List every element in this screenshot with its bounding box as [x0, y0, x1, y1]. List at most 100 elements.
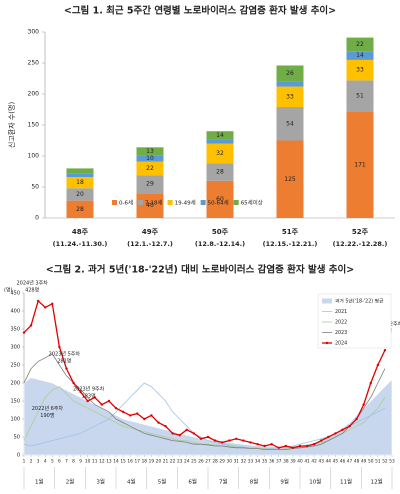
marker [36, 299, 40, 303]
data-label: 125 [284, 176, 296, 183]
data-label: 40 [146, 202, 154, 209]
data-label: 22 [356, 41, 364, 48]
data-label: 32 [216, 150, 224, 157]
x-tick-label: 51주 [282, 228, 299, 236]
x-tick-note: (11.24.-11.30.) [53, 240, 108, 248]
x-tick-label: 3 [37, 459, 40, 465]
annotation: 428명 [25, 286, 39, 293]
marker [327, 435, 330, 439]
marker [362, 403, 365, 406]
chart-title: <그림 1. 최근 5주간 연령별 노로바이러스 감염증 환자 발생 추이> [64, 5, 336, 17]
bar-segment [136, 193, 164, 218]
x-tick-label: 22 [170, 459, 176, 465]
x-tick-label: 41 [304, 459, 310, 465]
line [23, 353, 386, 450]
x-tick-label: 27 [205, 459, 211, 465]
x-tick-label: 39 [290, 459, 296, 465]
x-tick-label: 29 [219, 459, 225, 465]
legend-swatch [138, 200, 144, 205]
data-label: 18 [76, 179, 84, 186]
marker [334, 432, 337, 435]
month-label: 6월 [188, 478, 197, 486]
month-label: 4월 [127, 478, 136, 486]
x-tick-label: 10 [85, 459, 91, 465]
legend-label: 2024 [335, 341, 347, 347]
y-tick-label: 100 [10, 417, 20, 423]
bar-segment [276, 81, 304, 87]
annotation: 2023년 9주차 [73, 386, 105, 393]
x-tick-label: 28 [212, 459, 218, 465]
x-tick-label: 26 [198, 459, 204, 465]
marker [22, 331, 26, 334]
marker [100, 403, 104, 406]
marker [29, 324, 33, 327]
x-tick-label: 50주 [212, 228, 229, 236]
bar-segment [66, 177, 94, 189]
legend-swatch [112, 200, 117, 205]
marker [192, 432, 196, 435]
x-tick-label: 4 [44, 459, 47, 465]
x-tick-label: 45 [333, 459, 339, 465]
x-tick-label: 5 [51, 459, 54, 465]
marker [220, 441, 224, 444]
marker [157, 421, 160, 424]
marker [228, 439, 231, 442]
legend-swatch [233, 200, 239, 205]
month-label: 7월 [219, 478, 228, 486]
y-tick-label: 100 [28, 153, 40, 160]
legend-label: 7-18세 [145, 199, 163, 207]
marker [164, 425, 167, 428]
bar-segment [346, 51, 374, 60]
x-tick-label: 52 [382, 459, 388, 465]
bar-segment [206, 139, 234, 144]
data-label: 20 [76, 191, 84, 198]
x-tick-label: 42 [311, 459, 317, 465]
x-tick-label: 36 [269, 459, 275, 465]
annotation: 183명 [82, 393, 96, 400]
y-tick-label: 350 [10, 327, 20, 333]
legend-label: 19-49세 [175, 199, 196, 207]
marker [284, 444, 288, 448]
marker [114, 407, 118, 410]
x-tick-label: 48주 [72, 228, 89, 236]
x-tick-label: 32 [241, 459, 247, 465]
marker [185, 428, 188, 431]
x-tick-label: 46 [340, 459, 346, 465]
marker [93, 396, 96, 399]
marker [86, 399, 89, 403]
data-label: 14 [216, 132, 224, 139]
month-label: 9월 [280, 478, 289, 486]
x-tick-label: 16 [127, 459, 133, 465]
x-tick-label: 33 [248, 459, 254, 465]
x-tick-label: 11 [92, 459, 98, 465]
marker [341, 428, 344, 431]
bar-segment [276, 107, 304, 141]
y-axis-label: 신고환자 수(명) [7, 102, 16, 149]
data-label: 28 [76, 206, 84, 213]
x-tick-label: 30 [226, 459, 232, 465]
x-tick-label: 8 [72, 459, 75, 465]
marker [65, 367, 68, 370]
month-label: 8월 [250, 478, 259, 486]
line [23, 299, 386, 449]
marker [143, 417, 146, 421]
marker [178, 434, 181, 437]
legend-swatch [200, 200, 206, 205]
legend-label: 과거 5년('18-'22) 평균 [335, 298, 384, 305]
legend-label: 2022 [335, 320, 347, 326]
marker [58, 345, 61, 349]
month-label: 12월 [371, 478, 383, 486]
x-tick-note: (12.22.-12.28.) [333, 240, 388, 248]
data-label: 51 [356, 93, 364, 100]
data-label: 171 [354, 161, 366, 168]
data-label: 60 [216, 196, 224, 203]
marker [206, 435, 210, 439]
annotation: 2024년 3주차 [17, 279, 49, 286]
month-label: 3월 [96, 478, 105, 486]
month-label: 10월 [309, 478, 321, 486]
y-tick-label: 200 [10, 381, 20, 387]
month-label: 1월 [35, 478, 44, 486]
marker [277, 446, 280, 449]
legend-swatch [322, 298, 332, 304]
